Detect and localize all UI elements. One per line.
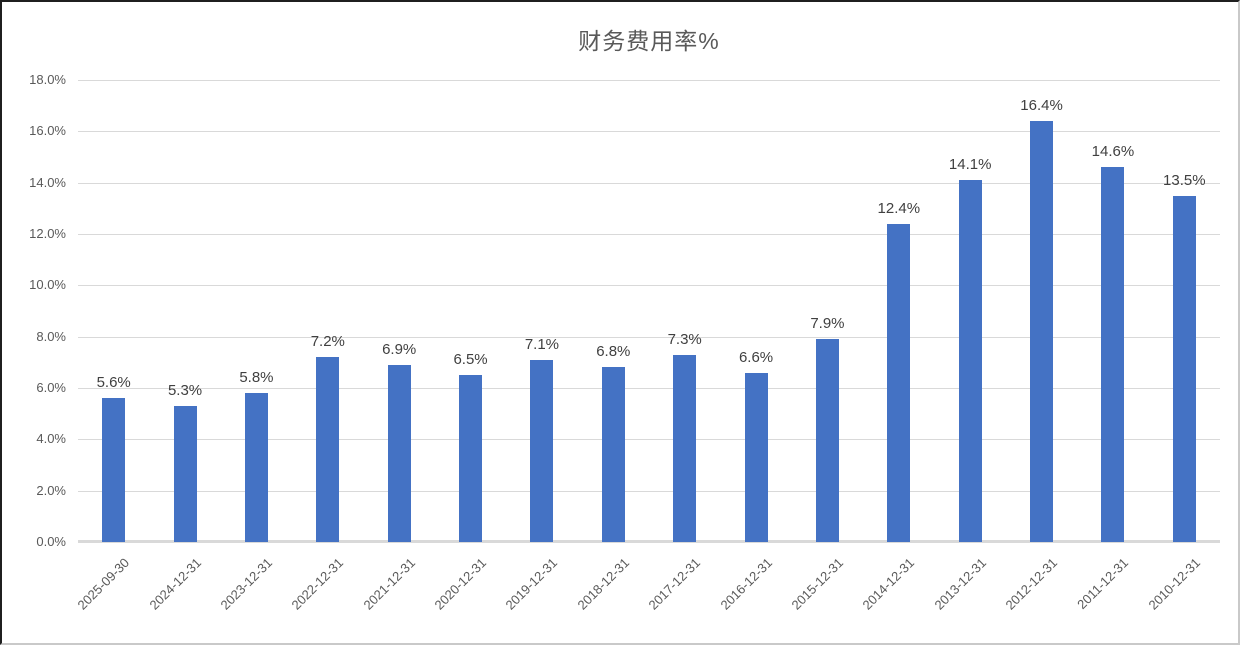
bar: [1101, 167, 1125, 542]
gridline: [78, 388, 1220, 389]
gridline: [78, 80, 1220, 81]
gridline: [78, 131, 1220, 133]
x-axis-tick-label: 2025-09-30: [74, 555, 133, 613]
x-axis-tick-label: 2017-12-31: [645, 555, 704, 613]
x-axis-tick-label: 2014-12-31: [859, 555, 918, 613]
bar-data-label: 5.8%: [239, 369, 274, 387]
bar: [1030, 121, 1054, 542]
gridline: [78, 182, 1220, 184]
bar: [173, 405, 197, 542]
y-axis-tick-label: 18.0%: [29, 72, 66, 87]
gridline: [78, 336, 1220, 338]
bar-data-label: 12.4%: [877, 199, 921, 217]
bar: [102, 398, 126, 542]
bar: [244, 393, 268, 542]
x-axis-tick-label: 2012-12-31: [1002, 555, 1061, 613]
x-axis-tick-label: 2019-12-31: [502, 555, 561, 613]
bar-data-label: 6.6%: [738, 348, 774, 366]
bar: [673, 354, 697, 542]
x-axis-tick-label: 2013-12-31: [931, 555, 989, 613]
bar: [815, 339, 839, 542]
bar: [958, 180, 982, 542]
bar: [744, 372, 768, 542]
bar-data-label: 14.6%: [1091, 143, 1135, 161]
bar-data-label: 16.4%: [1020, 97, 1063, 115]
bar-data-label: 6.5%: [453, 351, 488, 369]
x-axis-tick-label: 2020-12-31: [431, 555, 490, 613]
y-axis-tick-label: 16.0%: [29, 123, 66, 139]
x-axis-tick-label: 2015-12-31: [788, 555, 847, 613]
x-axis-tick-label: 2023-12-31: [217, 555, 276, 613]
bar-data-label: 7.1%: [524, 335, 560, 353]
gridline: [78, 490, 1220, 492]
x-axis-line: [78, 540, 1220, 543]
gridline: [78, 234, 1220, 235]
bar-data-label: 5.3%: [167, 381, 203, 399]
y-axis-tick-label: 6.0%: [36, 380, 66, 395]
y-axis-tick-label: 0.0%: [36, 534, 66, 549]
bar: [1172, 195, 1196, 542]
y-axis-tick-label: 10.0%: [29, 277, 66, 293]
bar: [601, 367, 625, 542]
bar-data-label: 14.1%: [948, 156, 992, 174]
gridline: [78, 439, 1220, 441]
x-axis-tick-label: 2018-12-31: [574, 555, 632, 613]
bar-data-label: 7.9%: [810, 315, 845, 333]
x-axis-tick-label: 2024-12-31: [146, 555, 204, 613]
bar: [387, 364, 411, 542]
x-axis-tick-label: 2016-12-31: [717, 555, 775, 613]
y-axis-tick-label: 12.0%: [29, 226, 66, 241]
bar: [530, 359, 554, 542]
bar: [316, 357, 340, 542]
chart-title: 财务费用率%: [578, 28, 720, 54]
plot-area: 5.6% 2025-09-30 5.3% 2024-12-31 5.8% 2023-12-…: [75, 80, 1220, 613]
gridline: [78, 285, 1220, 287]
y-axis-tick-label: 8.0%: [36, 328, 66, 344]
y-axis-tick-label: 2.0%: [36, 482, 66, 498]
x-axis-tick-label: 2021-12-31: [360, 555, 418, 613]
bar-data-label: 6.9%: [382, 340, 417, 358]
bar-data-label: 5.6%: [96, 374, 131, 392]
bar: [459, 375, 483, 542]
bar: [887, 223, 911, 542]
bar-data-label: 13.5%: [1163, 171, 1206, 189]
bar-data-label: 6.8%: [596, 343, 631, 361]
bar-data-label: 7.3%: [667, 330, 702, 348]
x-axis-tick-label: 2010-12-31: [1145, 555, 1203, 613]
bar-data-label: 7.2%: [310, 333, 345, 351]
x-axis-tick-label: 2011-12-31: [1074, 555, 1132, 612]
y-axis-tick-label: 4.0%: [36, 431, 66, 447]
x-axis-tick-label: 2022-12-31: [288, 555, 347, 613]
y-axis-tick-label: 14.0%: [29, 174, 66, 190]
